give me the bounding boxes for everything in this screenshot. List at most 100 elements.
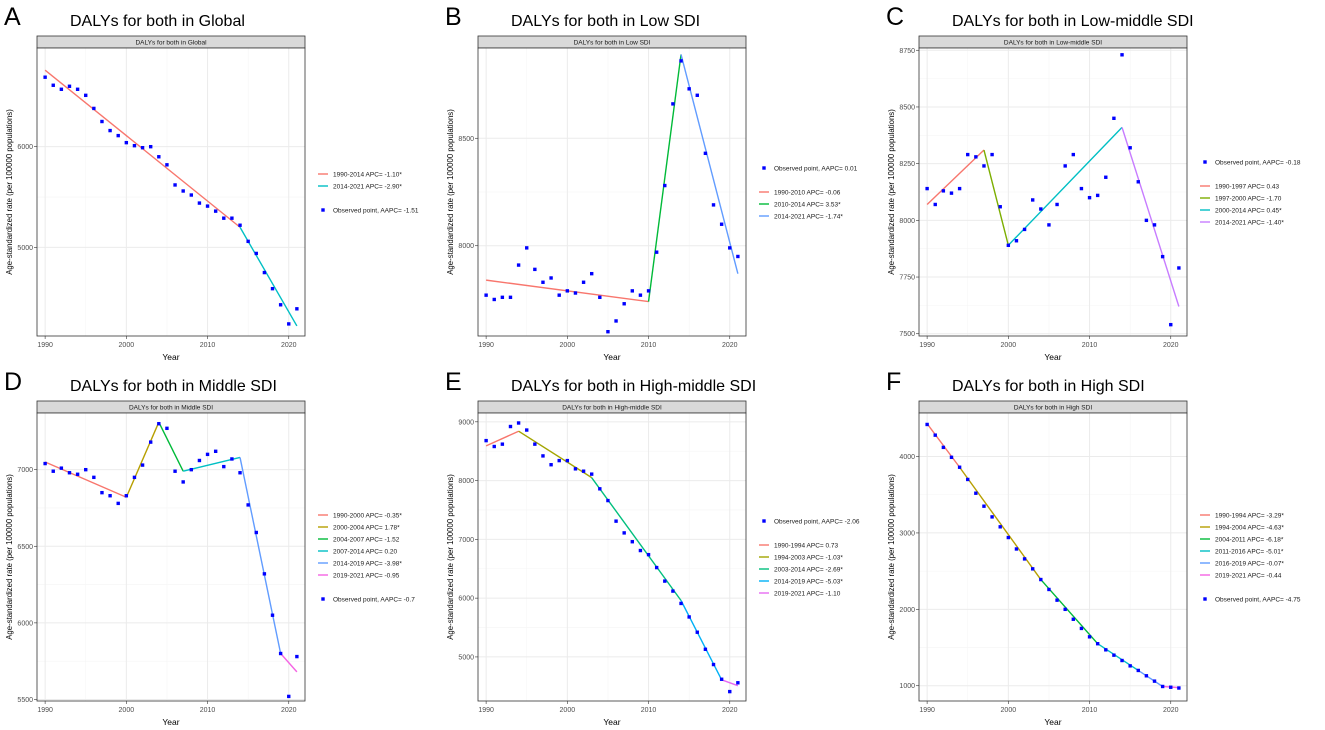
observed-point-2014: [238, 223, 242, 227]
y-tick-label: 8000: [458, 478, 474, 485]
observed-point-1997: [982, 504, 986, 508]
observed-point-1999: [557, 458, 561, 463]
plot-background: [37, 413, 305, 701]
observed-point-2015: [687, 615, 691, 619]
x-tick-label: 2020: [722, 707, 738, 714]
observed-point-2010: [1087, 635, 1092, 639]
observed-point-1993: [949, 455, 954, 460]
x-tick-label: 2010: [641, 707, 657, 714]
segment-line-2004-2007: [158, 421, 184, 472]
observed-point-1994: [75, 87, 80, 91]
legend: 1990-1994 APC= -3.29* 1994-2004 APC= -4.6…: [1200, 512, 1301, 603]
observed-point-2021: [736, 254, 740, 259]
observed-point-2007: [181, 480, 185, 484]
observed-point-2006: [614, 519, 618, 523]
x-tick-label: 2000: [560, 342, 576, 349]
observed-point-2017: [1144, 218, 1149, 223]
observed-point-2018: [711, 203, 716, 207]
facet-strip-label: DALYs for both in Middle SDI: [129, 405, 213, 412]
x-axis-title: Year: [162, 352, 179, 362]
x-tick-label: 1990: [37, 707, 53, 714]
segment-line-2014-2021: [1121, 127, 1180, 307]
observed-point-2014: [238, 471, 242, 475]
observed-point-2012: [222, 464, 226, 469]
observed-point-1991: [492, 444, 496, 449]
segment-line-1990-2000: [44, 461, 127, 498]
legend-label: Observed point, AAPC= -2.06: [774, 518, 860, 525]
observed-point-2016: [1136, 180, 1140, 184]
segment-line-2014-2021: [239, 226, 298, 327]
observed-point-2016: [254, 530, 258, 535]
observed-point-2012: [663, 579, 667, 583]
observed-point-2000: [565, 458, 570, 463]
x-tick-label: 1990: [919, 707, 935, 714]
legend-label: 1990-2000 APC= -0.35*: [333, 512, 402, 519]
observed-point-2019: [1160, 684, 1165, 689]
legend-label: Observed point, AAPC= -0.18: [1215, 159, 1301, 166]
observed-point-2011: [654, 250, 659, 254]
observed-point-1992: [941, 189, 946, 193]
observed-point-2003: [589, 271, 594, 276]
observed-point-2006: [1055, 202, 1059, 207]
observed-point-1999: [998, 525, 1002, 529]
x-tick-label: 1990: [919, 342, 935, 349]
x-tick-label: 2020: [1163, 342, 1179, 349]
legend-label: 2019-2021 APC= -0.44: [1215, 572, 1282, 579]
plot-background: [478, 413, 746, 701]
segment-line-1990-1994: [485, 430, 519, 447]
observed-point-1999: [116, 133, 120, 138]
observed-point-2007: [622, 302, 626, 306]
observed-point-1997: [541, 280, 545, 284]
legend-key-point: [1203, 160, 1207, 164]
observed-point-1994: [516, 263, 521, 267]
chart-panel-c: C DALYs for both in Low-middle SDI DALYs f…: [882, 0, 1323, 365]
observed-point-2000: [565, 289, 570, 293]
grid-minor: [478, 48, 746, 336]
y-tick-label: 5500: [17, 697, 33, 704]
chart-svg: DALYs for both in High-middle SDI 1990 200…: [446, 400, 860, 727]
legend-label: 1990-2014 APC= -1.10*: [333, 171, 402, 178]
observed-point-2011: [213, 209, 218, 213]
observed-point-2005: [165, 426, 169, 431]
observed-point-2001: [573, 291, 578, 295]
segment-line-2014-2019: [680, 600, 723, 681]
observed-point-1993: [508, 295, 513, 300]
observed-point-1997: [100, 119, 104, 124]
legend: Observed point, AAPC= 0.01 1990-2010 APC=…: [759, 165, 858, 220]
legend-label: Observed point, AAPC= 0.01: [774, 165, 858, 172]
observed-point-1997: [100, 490, 104, 495]
observed-point-2012: [1104, 648, 1108, 652]
observed-point-2008: [189, 193, 194, 197]
observed-point-1995: [966, 152, 970, 157]
observed-point-2004: [1039, 207, 1043, 211]
observed-point-2014: [679, 601, 683, 606]
chart-title: DALYs for both in Low-middle SDI: [952, 13, 1194, 30]
observed-point-2013: [230, 457, 234, 461]
observed-point-2015: [246, 239, 250, 244]
observed-point-1991: [51, 83, 55, 87]
facet-strip-label: DALYs for both in Global: [135, 40, 207, 47]
segment-line-2016-2019: [1137, 669, 1164, 688]
observed-point-1997: [541, 454, 545, 458]
x-axis-title: Year: [1044, 717, 1061, 727]
observed-point-2021: [1177, 266, 1181, 270]
observed-point-2005: [1047, 223, 1051, 227]
observed-point-1998: [108, 128, 112, 133]
y-tick-label: 2000: [899, 607, 915, 614]
legend: Observed point, AAPC= -2.06 1990-1994 APC…: [759, 518, 860, 597]
chart-panel-d: D DALYs for both in Middle SDI DALYs for b…: [0, 365, 441, 730]
observed-point-1996: [974, 491, 978, 495]
y-tick-label: 7500: [899, 331, 915, 338]
y-tick-label: 4000: [899, 454, 915, 461]
observed-point-2015: [1128, 146, 1132, 150]
observed-point-2016: [1136, 668, 1140, 673]
facet-strip-label: DALYs for both in High SDI: [1014, 405, 1092, 412]
x-tick-label: 2010: [1082, 342, 1098, 349]
observed-point-1992: [500, 295, 505, 300]
chart-panel-b: B DALYs for both in Low SDI DALYs for both…: [441, 0, 882, 365]
observed-point-1992: [59, 466, 64, 470]
observed-point-2000: [1006, 243, 1011, 247]
observed-point-1999: [116, 501, 120, 506]
observed-point-2016: [695, 93, 699, 97]
chart-svg: DALYs for both in Global 1990 2000 2010 2020…: [5, 35, 419, 362]
